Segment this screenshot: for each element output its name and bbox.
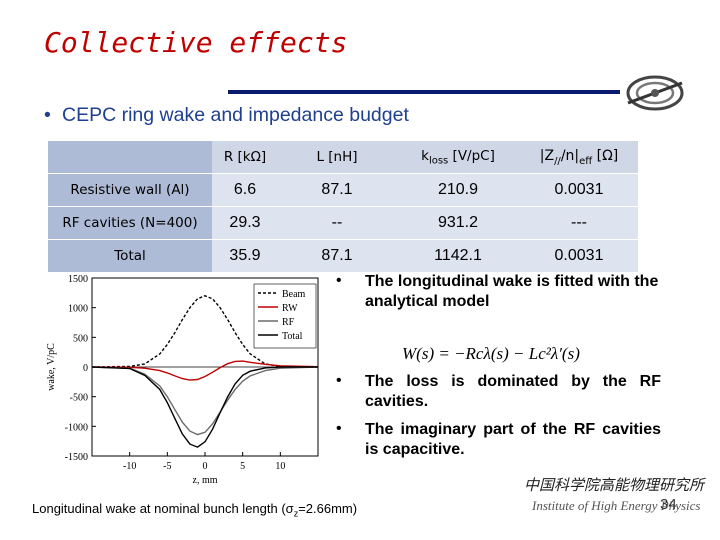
bullet-dot-icon: • — [336, 272, 342, 289]
table-row: Resistive wall (Al) 6.6 87.1 210.9 0.003… — [48, 173, 638, 207]
cell-l: 87.1 — [278, 173, 396, 207]
cell-l: -- — [278, 206, 396, 240]
wake-formula: W(s) = −Rcλ(s) − Lc²λ′(s) — [402, 344, 580, 363]
header-z-mid: /n| — [560, 147, 580, 164]
legend-label: RF — [282, 317, 295, 328]
impedance-budget-table: R [kΩ] L [nH] kloss [V/pC] |Z///n|eff [Ω… — [48, 140, 638, 272]
cell-r: 6.6 — [212, 173, 278, 207]
caption-sub: z — [293, 508, 299, 519]
x-axis-label: z, mm — [193, 475, 218, 486]
cell-kloss: 1142.1 — [396, 239, 520, 272]
row-label: Total — [48, 239, 212, 272]
legend-label: Beam — [282, 289, 306, 300]
bullet-dot-icon: • — [44, 104, 51, 126]
institute-logo: 中国科学院高能物理研究所 Institute of High Energy Ph… — [524, 476, 706, 513]
series-line-beam — [91, 295, 319, 368]
bullet-dot-icon: • — [336, 420, 342, 437]
cell-kloss: 931.2 — [396, 206, 520, 240]
cell-zn: 0.0031 — [520, 173, 638, 207]
wake-chart: 1500 1000 500 0 -500 -1000 -1500 -10 -5 0 5 10 z, mm… — [46, 274, 319, 486]
institute-chinese: 中国科学院高能物理研究所 — [524, 476, 706, 494]
x-tick-label: 0 — [203, 461, 208, 472]
y-tick-label: -1500 — [65, 452, 88, 463]
header-l: L [nH] — [278, 140, 396, 174]
cell-zn: 0.0031 — [520, 239, 638, 272]
cell-zn: --- — [520, 206, 638, 240]
cell-r: 29.3 — [212, 206, 278, 240]
y-tick-label: 0 — [83, 363, 88, 374]
x-tick-label: -5 — [163, 461, 171, 472]
header-z-sub: // — [554, 155, 561, 167]
x-tick-label: 10 — [275, 461, 285, 472]
legend-box — [253, 283, 317, 349]
header-k-sub: loss — [428, 155, 449, 167]
header-k-unit: [V/pC] — [448, 147, 495, 164]
legend-label: Total — [282, 331, 303, 342]
main-bullet: • CEPC ring wake and impedance budget — [44, 104, 409, 127]
cell-r: 35.9 — [212, 239, 278, 272]
x-tick-label: -10 — [123, 461, 136, 472]
table-row: RF cavities (N=400) 29.3 -- 931.2 --- — [48, 206, 638, 240]
legend-label: RW — [282, 303, 298, 314]
header-z-unit: [Ω] — [592, 147, 619, 164]
chart-caption: Longitudinal wake at nominal bunch lengt… — [32, 501, 357, 519]
bullet-text: The longitudinal wake is fitted with the… — [365, 273, 659, 310]
title-underline — [228, 90, 620, 94]
y-tick-label: 1000 — [68, 304, 88, 315]
bullet-text: The imaginary part of the RF cavities is… — [365, 421, 661, 458]
series-line-rf — [91, 366, 319, 436]
slide-title: Collective effects — [44, 26, 348, 59]
header-r: R [kΩ] — [212, 140, 278, 174]
row-label: RF cavities (N=400) — [48, 206, 212, 240]
y-tick-label: -500 — [70, 393, 88, 404]
y-axis-label: wake, V/pC — [46, 343, 57, 391]
institute-english: Institute of High Energy Physics — [531, 498, 701, 513]
y-tick-label: -1000 — [65, 422, 88, 433]
header-kloss: kloss [V/pC] — [396, 140, 520, 174]
series-line-total — [91, 366, 318, 448]
header-k: k — [421, 147, 429, 164]
y-tick-label: 1500 — [68, 274, 88, 285]
x-tick-label: 5 — [240, 461, 245, 472]
caption-post: =2.66mm) — [298, 501, 358, 516]
bullet-dot-icon: • — [336, 372, 342, 389]
table-row: Total 35.9 87.1 1142.1 0.0031 — [48, 239, 638, 272]
ihep-logo-icon — [626, 75, 684, 111]
series-line-rw — [91, 360, 319, 381]
y-tick-label: 500 — [73, 333, 88, 344]
header-zn: |Z///n|eff [Ω] — [520, 140, 638, 174]
caption-pre: Longitudinal wake at nominal bunch lengt… — [32, 501, 294, 516]
cell-l: 87.1 — [278, 239, 396, 272]
table-header-row: R [kΩ] L [nH] kloss [V/pC] |Z///n|eff [Ω… — [48, 140, 638, 174]
bullet-text: The loss is dominated by the RF cavities… — [365, 373, 661, 410]
main-bullet-text: CEPC ring wake and impedance budget — [62, 104, 409, 126]
table-corner — [48, 140, 212, 174]
header-z-sub2: eff — [579, 155, 593, 167]
cell-kloss: 210.9 — [396, 173, 520, 207]
page-number: 34 — [660, 496, 677, 513]
row-label: Resistive wall (Al) — [48, 173, 212, 207]
header-z-pre: |Z — [539, 147, 555, 164]
